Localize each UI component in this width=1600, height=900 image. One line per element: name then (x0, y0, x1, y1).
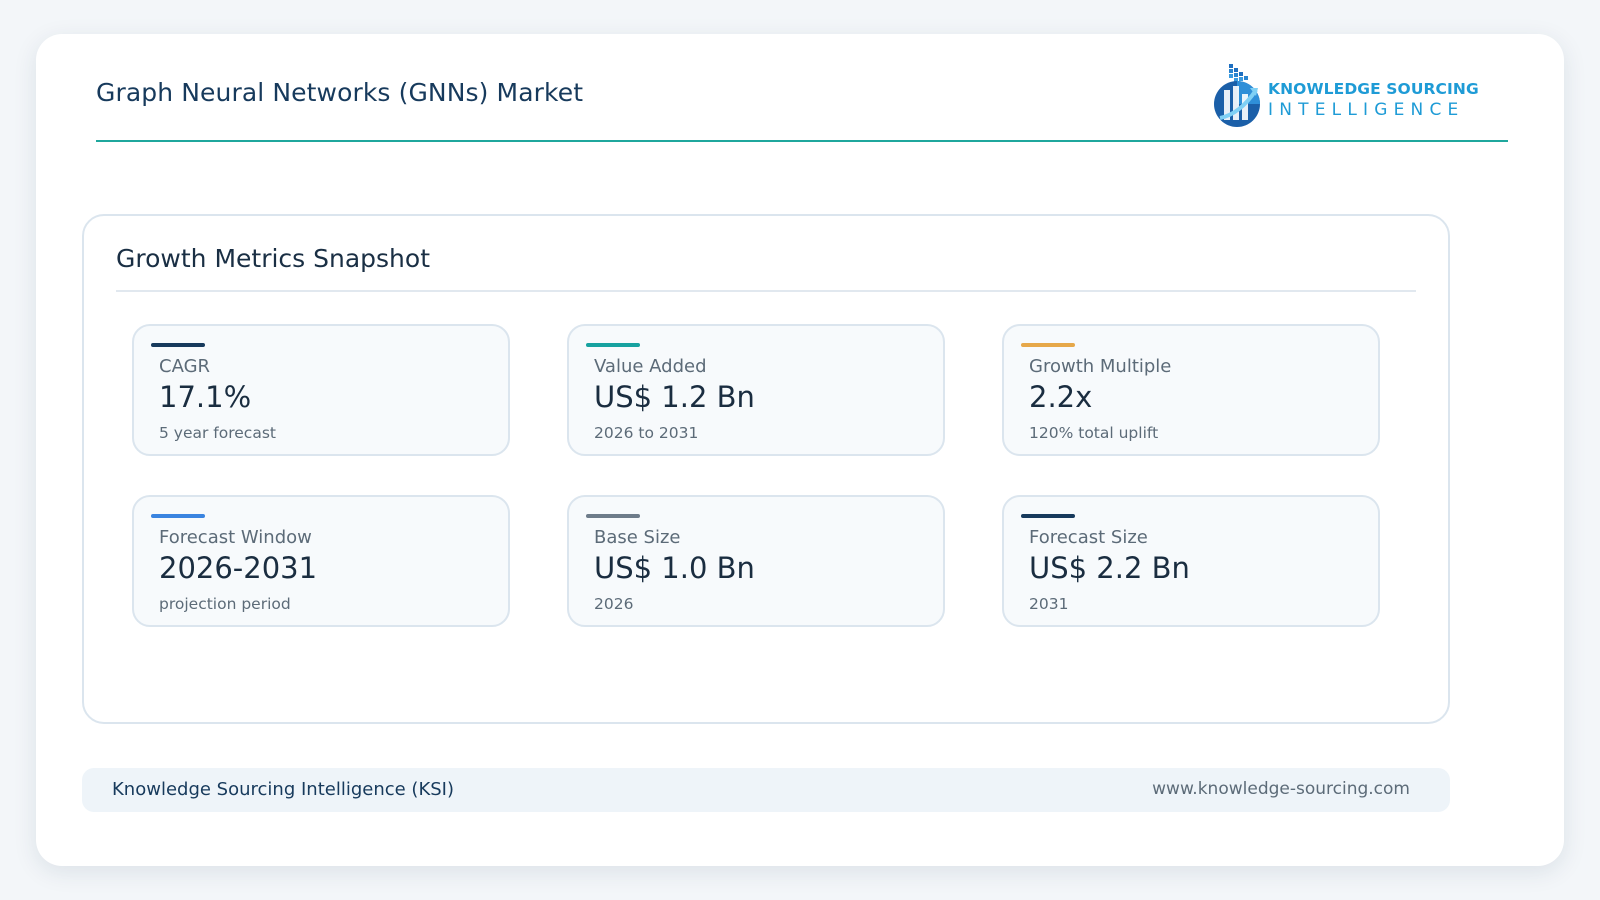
footer-website-link[interactable]: www.knowledge-sourcing.com (1152, 779, 1410, 799)
metric-value: US$ 1.0 Bn (594, 551, 755, 585)
metric-subtext: 2026 (594, 595, 634, 613)
metric-subtext: 120% total uplift (1029, 424, 1159, 442)
metric-label: CAGR (159, 356, 211, 377)
metric-card-base-size: Base Size US$ 1.0 Bn 2026 (567, 495, 945, 627)
footer-company: Knowledge Sourcing Intelligence (KSI) (112, 779, 455, 800)
metric-value: 2026-2031 (159, 551, 318, 585)
logo-text-line2: INTELLIGENCE (1268, 100, 1465, 120)
accent-bar (1021, 343, 1075, 347)
metric-value: US$ 2.2 Bn (1029, 551, 1190, 585)
footer-bar: Knowledge Sourcing Intelligence (KSI) ww… (82, 768, 1450, 812)
metric-card-forecast-window: Forecast Window 2026-2031 projection per… (132, 495, 510, 627)
header-divider (96, 140, 1508, 142)
accent-bar (151, 514, 205, 518)
growth-metrics-panel: Growth Metrics Snapshot CAGR 17.1% 5 yea… (82, 214, 1450, 724)
metric-card-cagr: CAGR 17.1% 5 year forecast (132, 324, 510, 456)
accent-bar (586, 343, 640, 347)
metric-label: Growth Multiple (1029, 356, 1172, 377)
metric-label: Forecast Window (159, 527, 312, 548)
page-title: Graph Neural Networks (GNNs) Market (96, 78, 584, 107)
accent-bar (1021, 514, 1075, 518)
metric-label: Base Size (594, 527, 681, 548)
metric-subtext: 2026 to 2031 (594, 424, 699, 442)
metric-value: US$ 1.2 Bn (594, 380, 755, 414)
accent-bar (151, 343, 205, 347)
metric-subtext: 2031 (1029, 595, 1069, 613)
metric-subtext: 5 year forecast (159, 424, 276, 442)
metric-value: 2.2x (1029, 380, 1093, 414)
metric-card-growth-multiple: Growth Multiple 2.2x 120% total uplift (1002, 324, 1380, 456)
metric-card-forecast-size: Forecast Size US$ 2.2 Bn 2031 (1002, 495, 1380, 627)
metric-card-value-added: Value Added US$ 1.2 Bn 2026 to 2031 (567, 324, 945, 456)
panel-title: Growth Metrics Snapshot (116, 244, 431, 273)
ksi-logo-icon (1214, 64, 1260, 127)
logo-text-line1: KNOWLEDGE SOURCING (1268, 80, 1479, 98)
metric-label: Value Added (594, 356, 707, 377)
metric-subtext: projection period (159, 595, 291, 613)
main-card: Graph Neural Networks (GNNs) Market KNOW… (36, 34, 1564, 866)
metric-label: Forecast Size (1029, 527, 1148, 548)
panel-divider (116, 290, 1416, 292)
metric-value: 17.1% (159, 380, 252, 414)
ksi-logo: KNOWLEDGE SOURCING INTELLIGENCE (1210, 60, 1479, 130)
accent-bar (586, 514, 640, 518)
